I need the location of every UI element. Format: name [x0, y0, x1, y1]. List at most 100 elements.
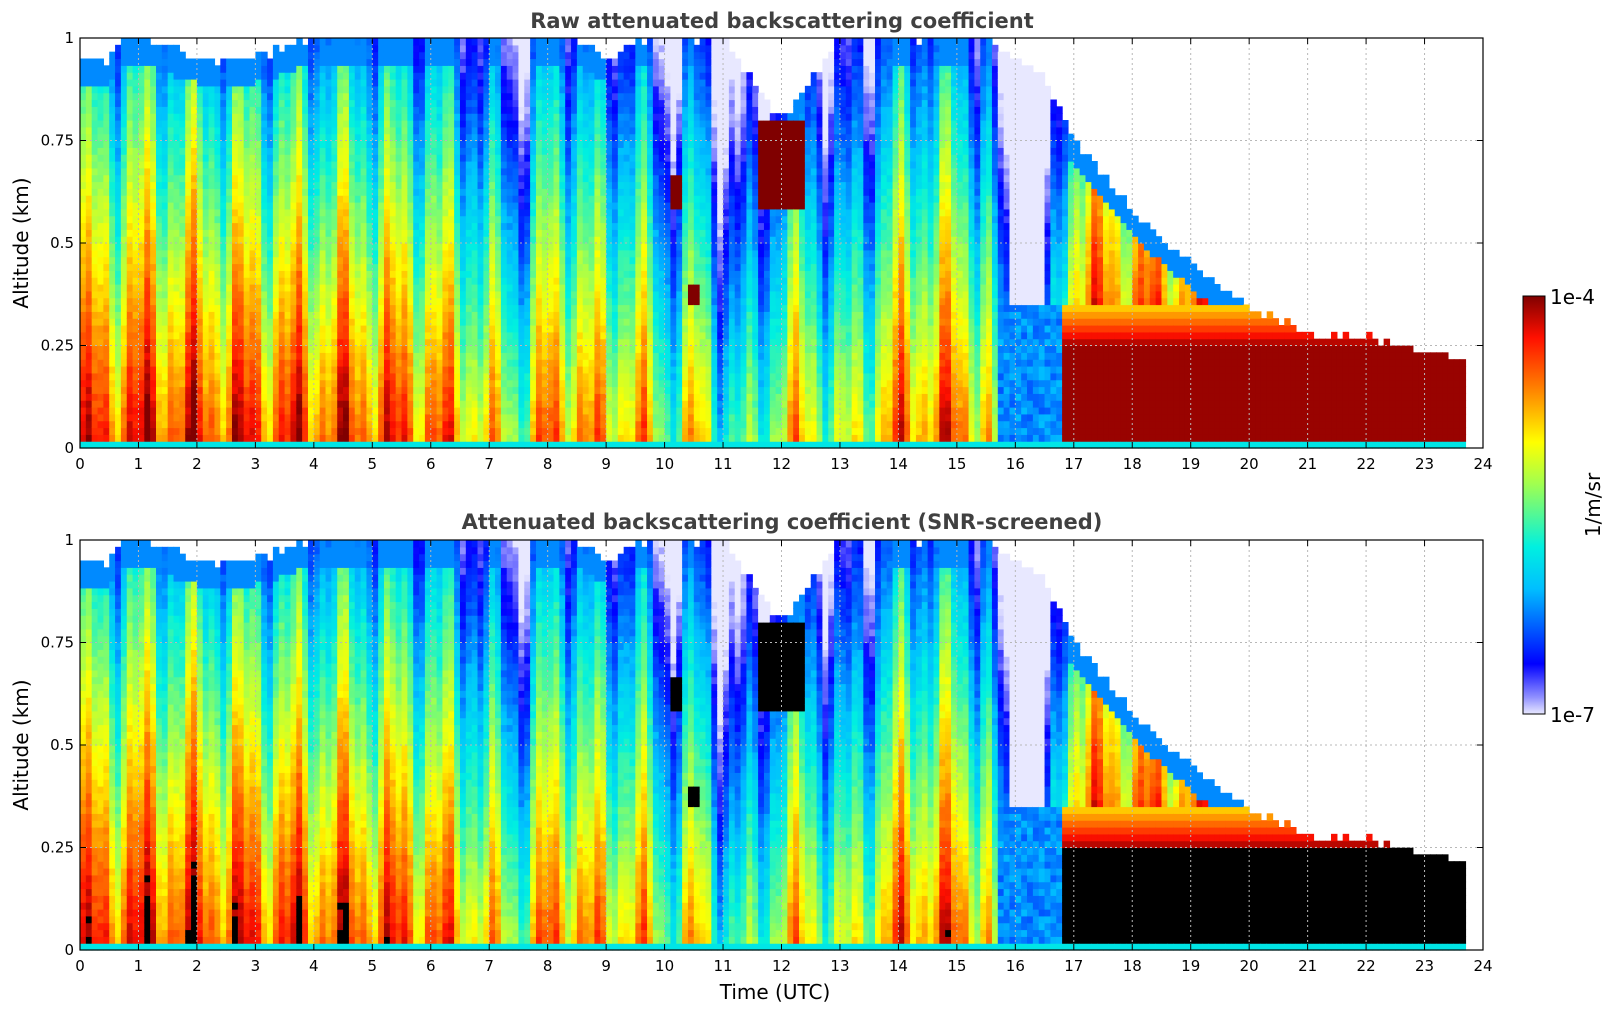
heatmap-cell: [337, 284, 343, 291]
heatmap-cell: [361, 120, 367, 127]
heatmap-cell: [372, 72, 378, 79]
heatmap-cell: [337, 393, 343, 400]
heatmap-cell: [337, 311, 343, 318]
heatmap-cell: [203, 414, 209, 421]
heatmap-cell: [548, 318, 554, 325]
heatmap-cell: [478, 298, 484, 305]
heatmap-cell: [366, 182, 372, 189]
heatmap-cell: [536, 229, 542, 236]
heatmap-cell: [390, 86, 396, 93]
heatmap-cell: [255, 93, 261, 100]
heatmap-cell: [355, 147, 361, 154]
heatmap-cell: [80, 223, 86, 230]
heatmap-cell: [220, 147, 226, 154]
heatmap-cell: [361, 134, 367, 141]
heatmap-cell: [407, 298, 413, 305]
heatmap-cell: [501, 229, 507, 236]
heatmap-cell: [489, 154, 495, 161]
heatmap-cell: [460, 65, 466, 72]
heatmap-cell: [127, 243, 133, 250]
heatmap-cell: [197, 223, 203, 230]
heatmap-cell: [536, 291, 542, 298]
heatmap-cell: [361, 277, 367, 284]
heatmap-cell: [261, 52, 267, 59]
heatmap-cell: [396, 284, 402, 291]
heatmap-cell: [337, 168, 343, 175]
heatmap-cell: [355, 141, 361, 148]
heatmap-cell: [559, 127, 565, 134]
heatmap-cell: [168, 141, 174, 148]
heatmap-cell: [185, 421, 191, 428]
heatmap-cell: [565, 127, 571, 134]
heatmap-cell: [384, 346, 390, 353]
heatmap-cell: [378, 380, 384, 387]
heatmap-cell: [209, 120, 215, 127]
heatmap-cell: [168, 421, 174, 428]
heatmap-cell: [361, 257, 367, 264]
heatmap-cell: [185, 291, 191, 298]
heatmap-cell: [396, 175, 402, 182]
heatmap-cell: [565, 243, 571, 250]
heatmap-cell: [179, 182, 185, 189]
heatmap-cell: [507, 59, 513, 66]
heatmap-cell: [343, 366, 349, 373]
heatmap-cell: [255, 400, 261, 407]
heatmap-cell: [267, 277, 273, 284]
heatmap-cell: [127, 79, 133, 86]
heatmap-cell: [372, 434, 378, 441]
heatmap-cell: [209, 421, 215, 428]
heatmap-cell: [255, 175, 261, 182]
heatmap-cell: [80, 236, 86, 243]
heatmap-cell: [121, 305, 127, 312]
heatmap-cell: [530, 72, 536, 79]
heatmap-cell: [489, 352, 495, 359]
heatmap-cell: [220, 277, 226, 284]
heatmap-cell: [361, 428, 367, 435]
heatmap-cell: [331, 202, 337, 209]
heatmap-cell: [402, 38, 408, 45]
heatmap-cell: [454, 332, 460, 339]
heatmap-cell: [559, 52, 565, 59]
heatmap-cell: [337, 352, 343, 359]
heatmap-cell: [419, 318, 425, 325]
heatmap-cell: [168, 236, 174, 243]
heatmap-cell: [431, 113, 437, 120]
heatmap-cell: [103, 291, 109, 298]
heatmap-cell: [197, 339, 203, 346]
heatmap-cell: [513, 45, 519, 52]
heatmap-cell: [244, 325, 250, 332]
heatmap-cell: [209, 209, 215, 216]
heatmap-cell: [478, 352, 484, 359]
heatmap-cell: [501, 154, 507, 161]
heatmap-cell: [174, 366, 180, 373]
heatmap-cell: [530, 86, 536, 93]
heatmap-cell: [109, 400, 115, 407]
heatmap-cell: [448, 154, 454, 161]
heatmap-cell: [320, 380, 326, 387]
heatmap-cell: [337, 38, 343, 45]
heatmap-cell: [524, 86, 530, 93]
heatmap-cell: [232, 421, 238, 428]
heatmap-cell: [103, 366, 109, 373]
heatmap-cell: [413, 325, 419, 332]
heatmap-cell: [133, 284, 139, 291]
heatmap-cell: [349, 188, 355, 195]
heatmap-cell: [554, 52, 560, 59]
heatmap-cell: [261, 86, 267, 93]
heatmap-cell: [326, 182, 332, 189]
heatmap-cell: [92, 380, 98, 387]
heatmap-cell: [442, 113, 448, 120]
heatmap-cell: [127, 100, 133, 107]
heatmap-cell: [232, 168, 238, 175]
heatmap-cell: [179, 147, 185, 154]
heatmap-cell: [150, 236, 156, 243]
heatmap-cell: [402, 332, 408, 339]
heatmap-cell: [402, 216, 408, 223]
heatmap-cell: [524, 38, 530, 45]
heatmap-cell: [419, 79, 425, 86]
heatmap-cell: [232, 250, 238, 257]
heatmap-cell: [372, 147, 378, 154]
heatmap-cell: [179, 79, 185, 86]
heatmap-cell: [355, 223, 361, 230]
heatmap-cell: [115, 359, 121, 366]
